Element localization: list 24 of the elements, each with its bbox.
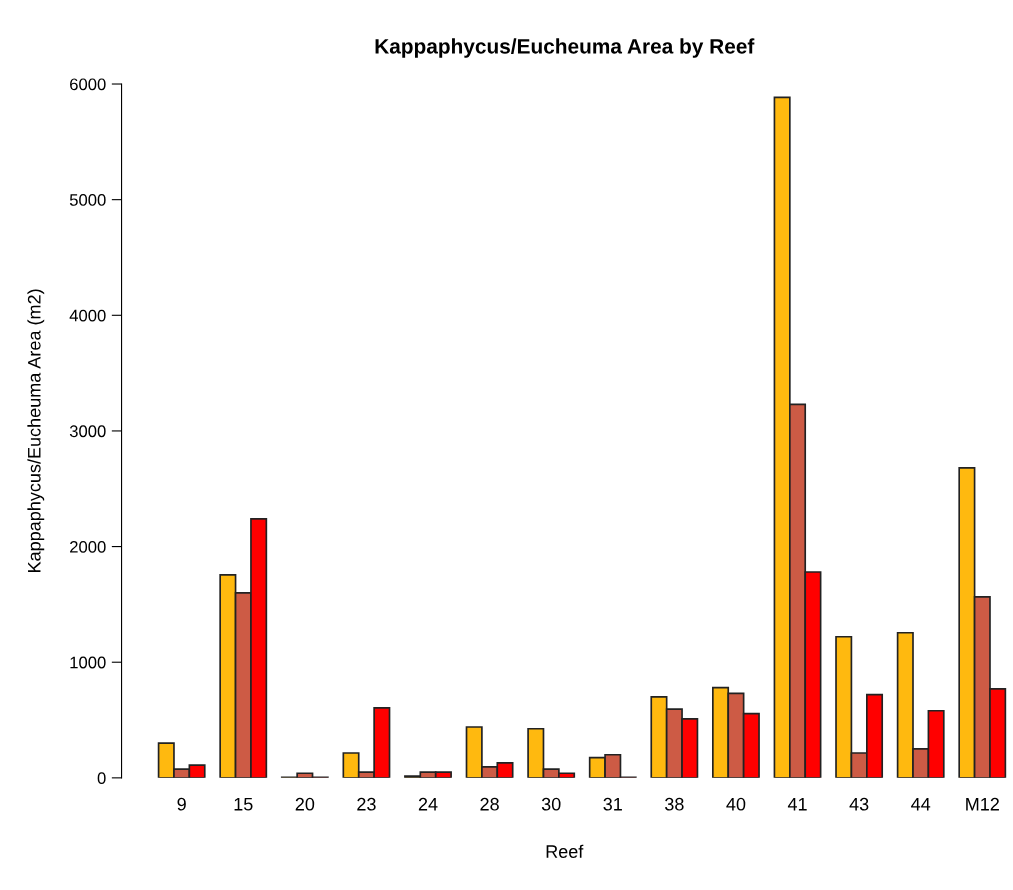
y-tick-label: 4000: [69, 309, 106, 322]
y-tick-label: 0: [97, 772, 106, 785]
y-axis-title: Kappaphycus/Eucheuma Area (m2): [27, 289, 45, 572]
x-tick-label: 43: [849, 797, 869, 811]
x-tick-label: 24: [418, 797, 438, 811]
x-tick-label: 44: [911, 797, 931, 811]
y-tick-label: 6000: [70, 78, 106, 91]
x-tick-label: 23: [357, 797, 376, 811]
x-tick-label: 20: [295, 797, 315, 811]
x-tick-label: M12: [966, 797, 999, 811]
y-tick-label: 1000: [70, 656, 106, 669]
x-tick-label: 31: [603, 797, 622, 811]
y-tick-label: 2000: [70, 540, 106, 553]
x-tick-label: 41: [787, 797, 807, 811]
y-tick-label: 3000: [69, 425, 106, 438]
x-tick-label: 28: [480, 797, 499, 811]
x-tick-label: 15: [234, 797, 253, 811]
x-tick-label: 40: [726, 797, 746, 811]
x-axis-title: Reef: [546, 844, 584, 858]
x-tick-label: 9: [177, 797, 186, 811]
x-tick-label: 30: [541, 797, 561, 811]
x-tick-label: 38: [665, 797, 684, 811]
y-tick-label: 5000: [69, 194, 106, 206]
chart-title: Kappaphycus/Eucheuma Area by Reef: [375, 38, 755, 58]
